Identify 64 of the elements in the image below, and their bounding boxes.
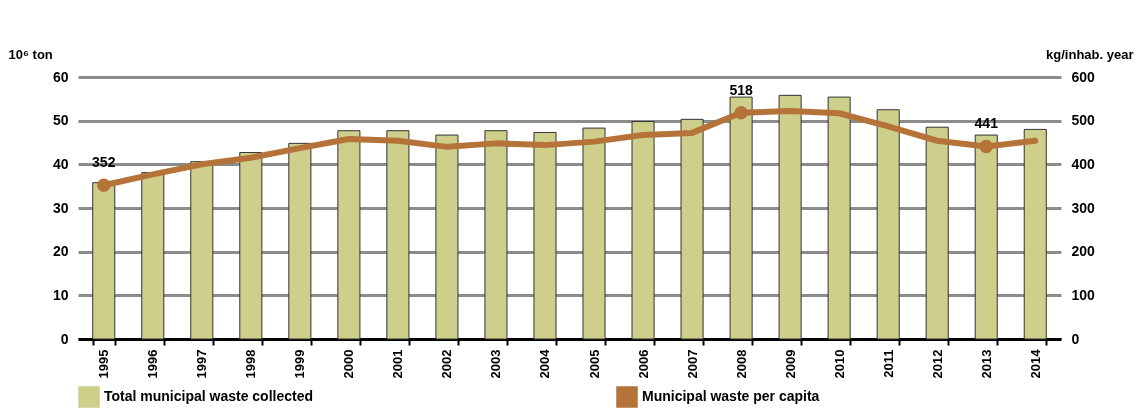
bar xyxy=(484,130,508,340)
bar xyxy=(876,109,900,340)
bar xyxy=(778,94,802,340)
bar xyxy=(337,130,361,340)
bar xyxy=(582,127,606,340)
y2-axis-title: kg/inhab. year xyxy=(1046,46,1134,62)
bar xyxy=(239,152,263,340)
x-tick-label: 1998 xyxy=(243,349,259,379)
x-tick-label: 2009 xyxy=(782,349,798,379)
x-tick-label: 1995 xyxy=(96,349,112,379)
x-tick-label: 2014 xyxy=(1027,348,1043,379)
y-axis-title: 10⁶ ton xyxy=(8,46,53,62)
bar xyxy=(435,134,459,340)
y-tick-label: 30 xyxy=(52,199,69,216)
data-label: 352 xyxy=(92,154,116,171)
y-tick-label: 50 xyxy=(52,112,69,129)
x-tick-label: 1997 xyxy=(194,349,210,379)
y-tick-label: 0 xyxy=(60,330,69,347)
x-tick-label: 2001 xyxy=(390,349,406,379)
point xyxy=(97,178,111,192)
y-tick-label: 60 xyxy=(52,68,69,85)
y2-tick-label: 0 xyxy=(1071,330,1080,347)
x-tick-label: 1999 xyxy=(292,349,308,379)
bar xyxy=(533,131,557,340)
data-label: 518 xyxy=(729,81,753,98)
bar xyxy=(680,118,704,340)
bar xyxy=(631,121,655,340)
point xyxy=(979,139,993,154)
legend-label: Total municipal waste collected xyxy=(104,388,314,404)
x-tick-label: 2004 xyxy=(537,348,553,379)
bar xyxy=(92,182,116,340)
x-tick-label: 2007 xyxy=(684,349,700,379)
y-tick-label: 20 xyxy=(52,243,69,260)
y2-tick-label: 500 xyxy=(1071,112,1096,129)
x-tick-label: 1996 xyxy=(145,349,161,379)
x-tick-label: 2003 xyxy=(488,349,504,379)
x-tick-label: 2011 xyxy=(880,349,896,378)
x-tick-label: 2006 xyxy=(635,349,651,379)
bar xyxy=(386,130,410,340)
x-tick-label: 2013 xyxy=(978,349,994,379)
data-label: 441 xyxy=(974,115,999,132)
bar xyxy=(925,126,949,340)
bar xyxy=(288,142,312,340)
bar xyxy=(190,161,214,340)
x-tick-label: 2010 xyxy=(831,349,847,379)
bar xyxy=(974,134,998,340)
y2-tick-label: 400 xyxy=(1071,155,1096,172)
x-tick-label: 2005 xyxy=(586,349,602,379)
bar xyxy=(1023,128,1047,340)
legend-label: Municipal waste per capita xyxy=(642,388,820,404)
bar xyxy=(827,96,851,340)
bar xyxy=(141,172,165,340)
x-tick-label: 2002 xyxy=(439,349,455,379)
y2-tick-label: 600 xyxy=(1071,68,1096,85)
bar xyxy=(729,96,753,340)
y-tick-label: 10 xyxy=(52,286,69,303)
x-tick-label: 2012 xyxy=(929,349,945,379)
x-tick-label: 2008 xyxy=(733,349,749,379)
y2-tick-label: 300 xyxy=(1071,199,1096,216)
point xyxy=(734,106,748,120)
y2-tick-label: 200 xyxy=(1071,243,1096,260)
x-tick-label: 2000 xyxy=(341,349,357,379)
y2-tick-label: 100 xyxy=(1071,286,1096,303)
y-tick-label: 40 xyxy=(52,155,69,172)
